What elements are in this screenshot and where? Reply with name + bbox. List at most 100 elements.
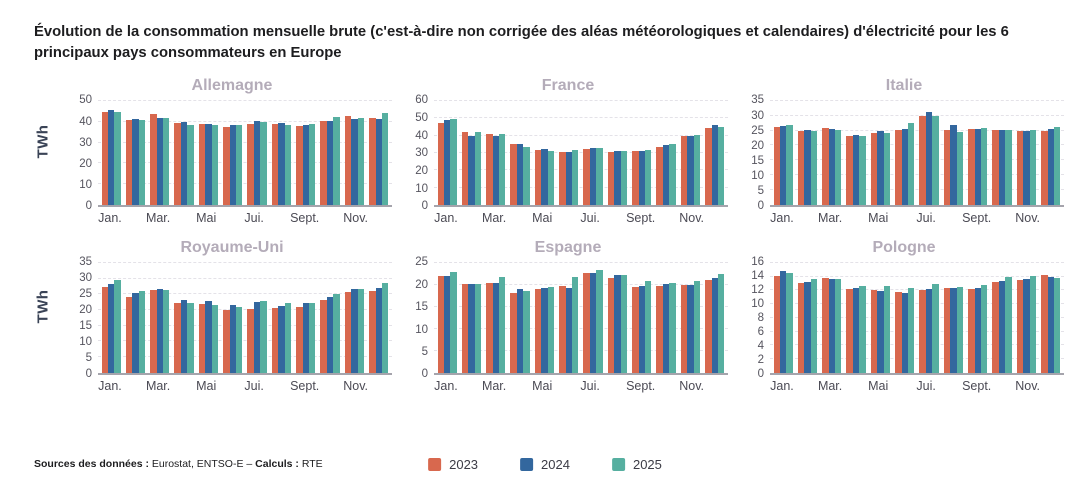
bar-2025-Déc. xyxy=(1053,126,1061,205)
bar-2023-Déc. xyxy=(705,280,712,373)
bar-2023-Nov. xyxy=(344,292,352,373)
legend-label-2024: 2024 xyxy=(541,457,570,472)
bar-2024-Mars xyxy=(156,289,164,373)
bar-2023-Août xyxy=(943,129,951,205)
bar-2024-Sept. xyxy=(638,285,645,373)
bar-group-Jan. xyxy=(773,263,793,373)
bar-2023-Sept. xyxy=(296,125,303,205)
bar-2023-Jan. xyxy=(437,122,444,205)
bar-group-Nov. xyxy=(344,101,365,205)
bar-group-Juin xyxy=(559,263,579,373)
bar-2025-Août xyxy=(956,131,964,205)
bar-2024-Nov. xyxy=(687,136,694,205)
bar-2023-Jan. xyxy=(773,127,780,205)
bar-group-Mai xyxy=(870,263,891,373)
legend-swatch-2023 xyxy=(428,458,442,471)
x-tick-label: Nov. xyxy=(1015,378,1041,393)
bar-2024-Déc. xyxy=(375,119,382,205)
bar-2024-Avr. xyxy=(180,299,188,373)
bar-group-Jan. xyxy=(101,263,121,373)
x-tick-label xyxy=(602,379,626,393)
bar-2025-Déc. xyxy=(717,273,725,373)
bar-2024-Fév. xyxy=(804,282,811,373)
bar-2023-Nov. xyxy=(680,136,688,205)
bar-group-Sept. xyxy=(632,101,652,205)
x-tick-label: Mai xyxy=(196,210,217,225)
x-tick-label xyxy=(890,211,914,225)
x-tick-label xyxy=(1040,211,1064,225)
bar-2023-Fév. xyxy=(797,282,805,373)
bar-2025-Juin xyxy=(236,125,243,205)
bar-2024-Oct. xyxy=(662,145,670,205)
x-tick-label: Mar. xyxy=(481,378,507,393)
y-axis: 0 2 4 6 8 10 12 14 16 xyxy=(744,257,770,380)
bar-2024-Fév. xyxy=(804,130,811,205)
sources-label: Sources des données : xyxy=(34,458,149,470)
bar-2023-Août xyxy=(271,124,279,205)
bar-2024-Juin xyxy=(229,305,237,373)
bar-2023-Fév. xyxy=(461,132,469,205)
y-tick-label: 0 xyxy=(421,200,428,213)
bar-2024-Sept. xyxy=(302,124,309,205)
x-tick-label: Mai xyxy=(868,378,889,393)
bar-2023-Mai xyxy=(870,133,878,205)
bar-2025-Sept. xyxy=(645,281,652,373)
x-tick-label xyxy=(170,379,194,393)
bar-2024-Juil. xyxy=(925,112,933,205)
x-tick-label xyxy=(794,379,818,393)
bar-group-Août xyxy=(607,101,628,205)
bar-2023-Nov. xyxy=(1016,280,1024,373)
x-tick-label: Sept. xyxy=(962,210,992,225)
y-tick-label: 25 xyxy=(751,124,764,137)
bar-group-Août xyxy=(607,263,628,373)
bar-group-Mars xyxy=(486,101,506,205)
bar-2024-Déc. xyxy=(711,124,718,205)
y-tick-label: 20 xyxy=(415,164,428,177)
x-tick-label: Jan. xyxy=(770,378,794,393)
x-axis: Jan. Mar. Mai Jui. Sept. Nov. xyxy=(434,211,728,225)
bar-2024-Sept. xyxy=(974,287,981,373)
bar-2023-Août xyxy=(607,278,615,373)
bar-2025-Juil. xyxy=(596,147,603,205)
x-tick-label xyxy=(655,379,679,393)
bar-2025-Sept. xyxy=(981,128,988,205)
bar-group-Juin xyxy=(223,101,243,205)
x-tick-label xyxy=(602,211,626,225)
bar-2024-Sept. xyxy=(974,129,981,205)
x-tick-label xyxy=(266,211,290,225)
bar-2025-Mai xyxy=(211,125,219,205)
x-tick-label xyxy=(554,211,578,225)
bar-2024-Fév. xyxy=(132,119,139,205)
y-axis: 0 5 10 15 20 25 30 35 xyxy=(744,95,770,212)
bar-group-Déc. xyxy=(1041,263,1061,373)
bar-2024-Oct. xyxy=(326,296,334,373)
y-tick-label: 20 xyxy=(751,139,764,152)
y-tick-label: 60 xyxy=(415,94,428,107)
bar-2023-Avr. xyxy=(510,143,517,205)
footer: Sources des données : Eurostat, ENTSO-E … xyxy=(0,457,1090,473)
x-axis: Jan. Mar. Mai Jui. Sept. Nov. xyxy=(98,379,392,393)
legend-swatch-2024 xyxy=(520,458,534,471)
bar-group-Oct. xyxy=(656,263,676,373)
bar-2025-Juin xyxy=(572,277,579,373)
x-tick-label: Nov. xyxy=(679,378,705,393)
bar-2024-Mai xyxy=(205,124,212,205)
bar-2024-Juin xyxy=(565,287,573,373)
y-tick-label: 20 xyxy=(415,278,428,291)
charts-grid: TWh Allemagne 0 10 20 30 40 50 Jan. Mar. Mai Jui… xyxy=(30,77,1064,393)
bar-2023-Nov. xyxy=(344,116,352,205)
bar-2024-Juil. xyxy=(589,148,597,205)
bar-2025-Nov. xyxy=(693,135,701,205)
bar-2025-Oct. xyxy=(1005,129,1012,205)
bar-group-Avr. xyxy=(846,101,866,205)
bar-2025-Juil. xyxy=(596,269,603,373)
bar-2024-Avr. xyxy=(516,288,524,373)
x-tick-label: Jui. xyxy=(580,378,600,393)
x-tick-label xyxy=(991,211,1015,225)
y-unit-text: TWh xyxy=(34,125,52,159)
bar-2023-Oct. xyxy=(656,147,663,205)
x-tick-label: Nov. xyxy=(1015,210,1041,225)
bar-group-Août xyxy=(271,101,292,205)
x-tick-label xyxy=(506,379,530,393)
bar-2025-Juin xyxy=(908,123,915,205)
